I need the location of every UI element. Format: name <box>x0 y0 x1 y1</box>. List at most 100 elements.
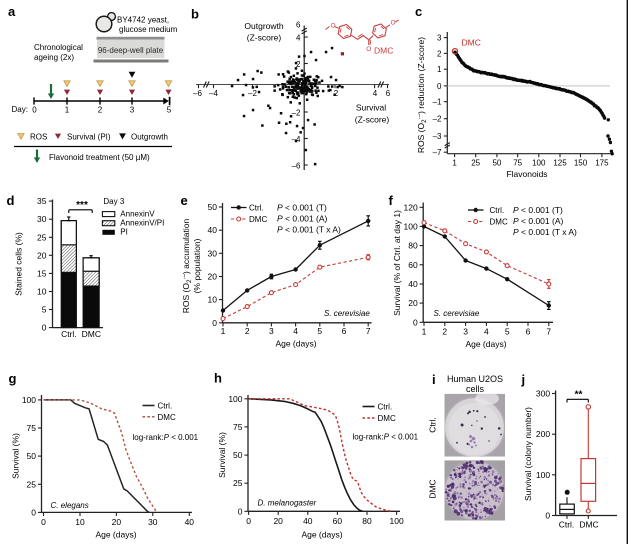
svg-text:Ctrl.: Ctrl. <box>490 206 505 215</box>
svg-text:c: c <box>415 4 422 19</box>
svg-text:0: 0 <box>545 511 550 521</box>
svg-text:P < 0.001 (T x A): P < 0.001 (T x A) <box>277 225 341 235</box>
svg-text:b: b <box>191 7 199 22</box>
svg-text:80: 80 <box>362 516 372 526</box>
svg-text:50: 50 <box>208 202 218 212</box>
svg-text:0: 0 <box>246 516 251 526</box>
svg-text:200: 200 <box>536 429 550 439</box>
svg-text:Day 3: Day 3 <box>103 197 124 206</box>
svg-text:–2: –2 <box>248 89 257 98</box>
svg-text:3: 3 <box>437 34 442 43</box>
svg-text:(Z-score): (Z-score) <box>247 33 282 43</box>
svg-text:–1: –1 <box>433 98 442 107</box>
svg-text:Ctrl.: Ctrl. <box>559 520 575 530</box>
svg-text:Age (days): Age (days) <box>275 339 316 349</box>
svg-text:120: 120 <box>404 202 418 212</box>
svg-text:100: 100 <box>404 221 418 231</box>
svg-text:Ctrl.: Ctrl. <box>428 417 438 433</box>
svg-text:20: 20 <box>37 250 47 260</box>
svg-text:0: 0 <box>437 82 442 91</box>
svg-text:3: 3 <box>463 326 468 336</box>
svg-text:40: 40 <box>303 516 313 526</box>
svg-text:DMC: DMC <box>249 215 267 224</box>
svg-text:6: 6 <box>386 89 391 98</box>
svg-text:75: 75 <box>27 423 37 433</box>
svg-text:30: 30 <box>208 248 218 258</box>
svg-text:–6: –6 <box>193 89 202 98</box>
svg-text:2: 2 <box>98 106 103 115</box>
svg-text:25: 25 <box>27 479 37 489</box>
svg-text:Outgrowth: Outgrowth <box>244 21 283 31</box>
svg-text:Ctrl.: Ctrl. <box>158 402 173 411</box>
svg-text:6: 6 <box>526 326 531 336</box>
svg-text:Survival (%): Survival (%) <box>217 432 227 478</box>
svg-text:1: 1 <box>65 106 70 115</box>
svg-text:5: 5 <box>167 106 172 115</box>
svg-text:20: 20 <box>112 517 122 527</box>
svg-text:P < 0.001 (T x A): P < 0.001 (T x A) <box>513 227 577 237</box>
svg-text:Survival (colony number): Survival (colony number) <box>523 407 533 501</box>
svg-text:PI: PI <box>120 228 128 237</box>
svg-text:25: 25 <box>37 232 47 242</box>
svg-text:g: g <box>9 371 17 386</box>
svg-text:P < 0.001 (A): P < 0.001 (A) <box>277 214 327 224</box>
svg-text:125: 125 <box>553 159 567 168</box>
svg-text:Flavonoids: Flavonoids <box>506 169 547 179</box>
svg-text:4: 4 <box>373 89 378 98</box>
svg-text:5: 5 <box>317 326 322 336</box>
svg-text:e: e <box>181 193 188 208</box>
svg-text:40: 40 <box>208 225 218 235</box>
svg-text:25: 25 <box>233 478 243 488</box>
svg-text:1: 1 <box>452 159 457 168</box>
svg-text:1: 1 <box>221 326 226 336</box>
svg-text:10: 10 <box>75 517 85 527</box>
svg-text:DMC: DMC <box>579 520 598 530</box>
svg-text:glucose medium: glucose medium <box>119 25 178 34</box>
svg-text:DMC: DMC <box>462 38 481 48</box>
svg-text:75: 75 <box>233 422 243 432</box>
svg-text:DMC: DMC <box>378 414 396 423</box>
svg-text:–4: –4 <box>292 135 301 144</box>
svg-text:Survival: Survival <box>356 103 386 113</box>
svg-text:C. elegans: C. elegans <box>51 501 89 510</box>
svg-text:0: 0 <box>212 318 217 328</box>
svg-text:175: 175 <box>595 159 609 168</box>
svg-text:P < 0.001 (A): P < 0.001 (A) <box>513 216 563 226</box>
svg-text:Day:: Day: <box>12 105 28 114</box>
svg-text:ROS (O2·–) accumulation: ROS (O2·–) accumulation <box>181 218 193 313</box>
svg-text:Ctrl.: Ctrl. <box>378 403 393 412</box>
svg-text:Flavonoid treatment (50 µM): Flavonoid treatment (50 µM) <box>49 153 150 162</box>
svg-text:2: 2 <box>437 49 442 58</box>
svg-text:2: 2 <box>334 89 339 98</box>
svg-text:100: 100 <box>390 516 404 526</box>
svg-text:–2: –2 <box>292 109 301 118</box>
svg-text:50: 50 <box>27 451 37 461</box>
svg-text:4: 4 <box>484 326 489 336</box>
svg-text:AnnexinV/PI: AnnexinV/PI <box>120 219 164 228</box>
svg-text:Chronological: Chronological <box>34 43 83 52</box>
svg-text:O: O <box>366 46 371 53</box>
svg-text:0: 0 <box>32 106 37 115</box>
svg-text:4: 4 <box>296 33 301 42</box>
svg-text:log-rank:P < 0.001: log-rank:P < 0.001 <box>133 433 199 442</box>
svg-text:***: *** <box>76 200 88 211</box>
svg-text:–4: –4 <box>209 89 218 98</box>
svg-text:–6: –6 <box>292 161 301 170</box>
svg-text:i: i <box>432 372 436 387</box>
svg-text:5: 5 <box>505 326 510 336</box>
svg-text:100: 100 <box>532 159 546 168</box>
svg-text:35: 35 <box>37 196 47 206</box>
svg-text:15: 15 <box>37 268 47 278</box>
svg-text:O: O <box>391 20 396 27</box>
svg-text:D. melanogaster: D. melanogaster <box>258 499 317 508</box>
svg-text:ROS (O2·–) reduction (Z-score): ROS (O2·–) reduction (Z-score) <box>416 37 428 153</box>
svg-text:10: 10 <box>208 295 218 305</box>
svg-text:30: 30 <box>148 517 158 527</box>
svg-text:0: 0 <box>31 507 36 517</box>
svg-text:2: 2 <box>442 326 447 336</box>
svg-text:1: 1 <box>422 326 427 336</box>
svg-text:50: 50 <box>492 159 501 168</box>
svg-text:50: 50 <box>233 450 243 460</box>
svg-text:DMC: DMC <box>490 217 508 226</box>
svg-text:DMC: DMC <box>82 329 101 339</box>
